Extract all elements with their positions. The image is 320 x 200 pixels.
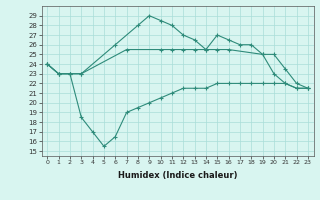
X-axis label: Humidex (Indice chaleur): Humidex (Indice chaleur)	[118, 171, 237, 180]
